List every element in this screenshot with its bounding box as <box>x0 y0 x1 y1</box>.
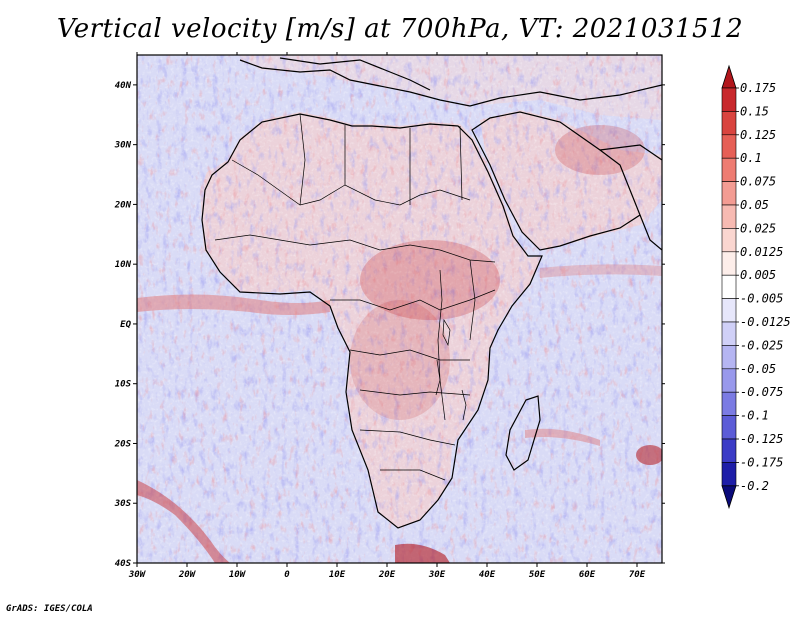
colorbar-bottom-arrow <box>721 485 737 510</box>
border-sahel <box>214 234 496 263</box>
colorbar-swatch <box>721 321 737 346</box>
lat-tick-label: EQ <box>120 320 131 330</box>
lat-axis: 40N 30N 20N 10N EQ 10S 20S 30S 40S <box>114 81 665 569</box>
colorbar-label: -0.075 <box>740 385 783 399</box>
colorbar-swatch <box>721 368 737 393</box>
colorbar-top-arrow <box>721 64 737 89</box>
lon-tick-label: 20W <box>178 570 197 580</box>
lon-tick-label: 70E <box>629 570 646 580</box>
coast-madagascar <box>505 395 541 471</box>
colorbar-swatch <box>721 111 737 136</box>
country-borders <box>214 113 496 481</box>
south-atlantic-band <box>137 480 230 563</box>
colorbar-label: -0.05 <box>740 362 776 376</box>
colorbar-label: -0.125 <box>740 432 783 446</box>
convection-zone-central <box>360 240 500 320</box>
plot-frame <box>136 54 663 564</box>
coast-india <box>599 144 662 251</box>
colorbar-label: -0.1 <box>740 409 769 423</box>
lon-tick-label: 0 <box>284 570 290 580</box>
coast-mediterranean <box>279 57 431 91</box>
colorbar-label: 0.175 <box>740 81 776 95</box>
colorbar-swatch <box>721 345 737 370</box>
colorbar-swatch <box>721 181 737 206</box>
colorbar-label: 0.025 <box>740 221 776 235</box>
colorbar-label: 0.1 <box>740 151 762 165</box>
colorbar-label: 0.005 <box>740 268 776 282</box>
colorbar-label: 0.075 <box>740 175 776 189</box>
lon-tick-label: 30W <box>128 570 147 580</box>
field-noise-white <box>137 55 662 563</box>
colorbar-label: -0.0125 <box>740 315 791 329</box>
lon-tick-label: 20E <box>378 570 396 580</box>
lon-tick-label: 60E <box>579 570 596 580</box>
lon-tick-label: 40E <box>479 570 496 580</box>
coast-europe <box>239 59 662 107</box>
border-north <box>299 113 463 206</box>
colorbar-swatch <box>721 251 737 276</box>
lat-tick-label: 20N <box>114 200 132 210</box>
colorbar-label: -0.2 <box>740 479 769 493</box>
lat-tick-label: 40S <box>115 559 132 569</box>
lon-tick-label: 30E <box>428 570 446 580</box>
colorbar-swatch <box>721 204 737 229</box>
border-sahara <box>231 159 471 206</box>
lat-tick-label: 30N <box>114 141 132 151</box>
colorbar-swatch <box>721 134 737 159</box>
itcz-band <box>137 294 330 315</box>
colorbar-label: -0.025 <box>740 338 783 352</box>
lakes <box>435 318 467 421</box>
colorbar-label: 0.125 <box>740 128 776 142</box>
lat-tick-label: 40N <box>115 81 132 91</box>
colorbar-swatch <box>721 438 737 463</box>
colorbar-swatch <box>721 157 737 182</box>
colorbar-swatch <box>721 415 737 440</box>
coastlines <box>201 57 662 529</box>
colorbar-swatch <box>721 298 737 323</box>
colorbar-label: -0.005 <box>740 292 783 306</box>
colorbar-label: 0.15 <box>740 104 769 118</box>
colorbar-swatch <box>721 391 737 416</box>
lat-tick-label: 10S <box>115 380 132 390</box>
lon-tick-label: 10E <box>329 570 346 580</box>
grads-credit: GrADS: IGES/COLA <box>6 604 93 614</box>
lon-tick-label: 10W <box>229 570 247 580</box>
cape-band <box>395 543 450 563</box>
colorbar-swatch <box>721 228 737 253</box>
lat-tick-label: 20S <box>114 439 132 449</box>
lon-tick-label: 50E <box>529 570 546 580</box>
coast-arabia <box>471 111 641 251</box>
indian-ocean-band <box>525 428 600 446</box>
lon-axis: 30W 20W 10W 0 10E 20E 30E 40E 50E 60E 70E <box>128 52 646 580</box>
convection-zone-south <box>350 300 450 420</box>
colorbar: 0.175 0.15 0.125 0.1 0.075 0.05 0.025 0.0125 0.0… <box>721 64 791 510</box>
colorbar-label: -0.175 <box>740 455 783 469</box>
colorbar-swatch <box>721 274 737 299</box>
colorbar-swatch <box>721 462 737 487</box>
border-central <box>330 289 496 311</box>
coast-africa <box>201 113 543 529</box>
lat-tick-label: 10N <box>115 260 132 270</box>
itcz-band-east <box>540 264 662 278</box>
colorbar-label: 0.05 <box>740 198 769 212</box>
border-east <box>437 259 476 421</box>
colorbar-swatch <box>721 87 737 112</box>
chart-title: Vertical velocity [m/s] at 700hPa, VT: 2… <box>56 14 744 44</box>
vertical-velocity-field <box>137 55 662 563</box>
border-south <box>349 349 471 481</box>
madagascar-east-cell <box>636 445 662 465</box>
colorbar-label: 0.0125 <box>740 245 783 259</box>
lat-tick-label: 30S <box>114 499 132 509</box>
